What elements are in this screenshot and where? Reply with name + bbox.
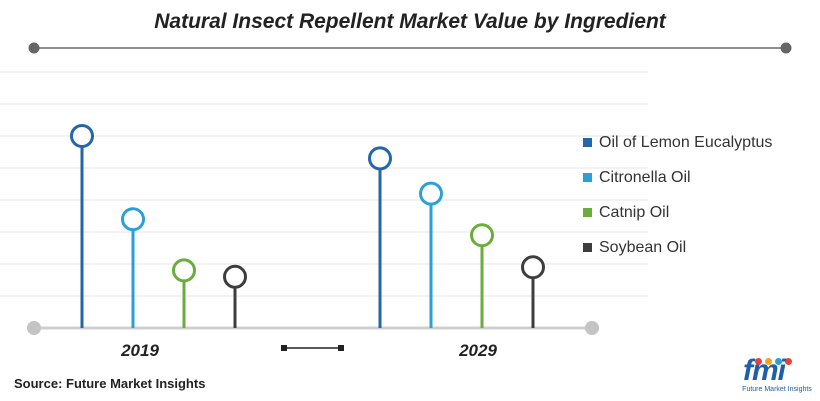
year-connector-end: [338, 345, 344, 351]
logo-dots: [755, 352, 795, 370]
lollipop-head: [223, 264, 247, 289]
logo-dot: [775, 358, 782, 365]
source-note: Source: Future Market Insights: [14, 376, 206, 391]
lollipop-head: [70, 124, 94, 148]
logo-tagline: Future Market Insights: [742, 386, 812, 393]
legend-label: Citronella Oil: [599, 168, 691, 186]
title-rule-end-dot: [780, 42, 792, 54]
lollipop-head: [419, 181, 443, 206]
logo-dot: [785, 358, 792, 365]
chart-legend: Oil of Lemon Eucalyptus Citronella Oil C…: [583, 125, 772, 265]
lollipop-head: [172, 258, 196, 283]
lollipop-head: [121, 207, 145, 232]
legend-swatch: [583, 138, 592, 147]
legend-label: Oil of Lemon Eucalyptus: [599, 133, 773, 151]
legend-item-catnip-oil: Catnip Oil: [583, 195, 772, 230]
logo-dot: [765, 358, 772, 365]
legend-label: Soybean Oil: [599, 238, 687, 256]
legend-swatch: [583, 243, 592, 252]
x-tick-label: 2029: [458, 341, 497, 360]
legend-swatch: [583, 208, 592, 217]
lollipop-head: [368, 146, 392, 171]
x-axis-end-dot: [27, 321, 41, 335]
title-rule-end-dot: [28, 42, 40, 54]
chart-title: Natural Insect Repellent Market Value by…: [154, 10, 666, 33]
legend-item-soybean-oil: Soybean Oil: [583, 230, 772, 265]
logo-letters: fmi: [743, 354, 786, 387]
fmi-logo: fmi Future Market Insights: [741, 352, 813, 396]
legend-swatch: [583, 173, 592, 182]
lollipop-head: [470, 223, 494, 248]
year-connector-end: [281, 345, 287, 351]
legend-item-oil-of-lemon-eucalyptus: Oil of Lemon Eucalyptus: [583, 125, 772, 160]
x-axis-end-dot: [585, 321, 599, 335]
x-tick-label: 2019: [120, 341, 159, 360]
logo-dot: [755, 358, 762, 365]
legend-item-citronella-oil: Citronella Oil: [583, 160, 772, 195]
legend-label: Catnip Oil: [599, 203, 670, 221]
lollipop-head: [521, 255, 545, 280]
